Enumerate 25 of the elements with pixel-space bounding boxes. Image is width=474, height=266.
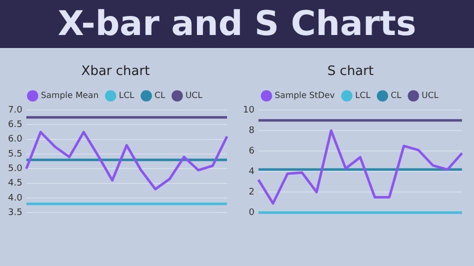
y-tick-label: 4.5	[8, 178, 22, 189]
y-tick-label: 0	[248, 208, 255, 218]
y-tick-label: 10	[243, 105, 255, 116]
y-tick-label: 3.5	[8, 208, 22, 218]
legend-label: CL	[390, 91, 402, 102]
legend-label: Sample Mean	[40, 91, 99, 102]
y-tick-label: 7.0	[8, 105, 23, 116]
y-tick-label: 5.5	[8, 149, 22, 160]
legend-label: LCL	[355, 91, 371, 102]
y-tick-label: 6.5	[8, 120, 22, 130]
y-tick-label: 4	[248, 166, 255, 177]
legend-label: Sample StDev	[274, 91, 335, 102]
legend-label: LCL	[118, 91, 135, 102]
title-banner: X-bar and S Charts	[0, 0, 474, 48]
legend-label: UCL	[422, 91, 439, 102]
y-tick-label: 8	[248, 126, 255, 136]
chart-title: Xbar chart	[81, 64, 150, 80]
y-tick-label: 2	[248, 187, 254, 198]
y-tick-label: 6.0	[8, 134, 23, 145]
legend-label: CL	[154, 91, 166, 102]
chart-title: S chart	[327, 64, 374, 80]
y-tick-label: 6	[248, 146, 255, 156]
y-tick-label: 5.0	[8, 164, 23, 174]
y-tick-label: 4.0	[8, 193, 23, 204]
legend-label: UCL	[185, 91, 203, 102]
